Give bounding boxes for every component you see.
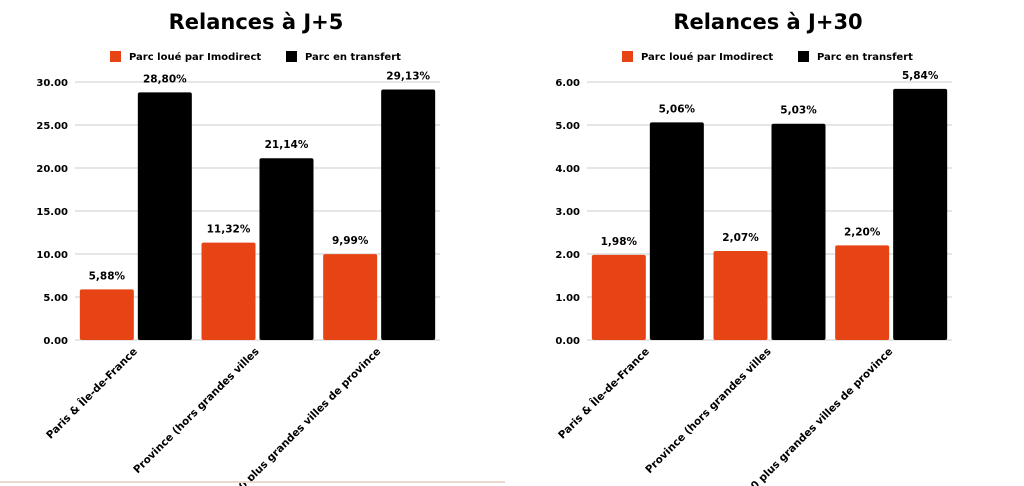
x-tick-label: Paris & Île-de-France bbox=[555, 345, 652, 442]
y-tick-label: 25.00 bbox=[36, 121, 68, 132]
y-tick-label: 10.00 bbox=[36, 250, 68, 261]
legend-swatch bbox=[286, 51, 297, 62]
chart-panel-j30: Relances à J+30 0.00 1.00 2.00 3.00 4.00 5.00… bbox=[512, 0, 1024, 486]
bar bbox=[381, 89, 436, 341]
bar-chart-j30: 0.00 1.00 2.00 3.00 4.00 5.00 6.00 Parc loué pa… bbox=[555, 51, 952, 486]
bottom-divider bbox=[0, 481, 505, 483]
chart-panel-j5: Relances à J+5 0.00 5.00 10.00 15.00 20.00 25… bbox=[36, 10, 440, 486]
x-tick-label: 10 plus grandes villes de province bbox=[743, 346, 895, 486]
bar-chart-j5: 0.00 5.00 10.00 15.00 20.00 25.00 30.00 Parc lo… bbox=[36, 51, 440, 486]
data-label: 5,06% bbox=[659, 103, 696, 115]
x-tick-label: Province (hors grandes villes bbox=[131, 346, 261, 476]
x-tick-label: Province (hors grandes villes bbox=[643, 346, 773, 476]
y-tick-label: 3.00 bbox=[555, 207, 580, 218]
data-label: 11,32% bbox=[207, 224, 251, 236]
y-tick-label: 1.00 bbox=[555, 293, 580, 304]
bar bbox=[835, 245, 890, 340]
legend-swatch bbox=[110, 51, 121, 62]
y-tick-label: 15.00 bbox=[36, 207, 68, 218]
data-label: 29,13% bbox=[386, 70, 430, 82]
bar bbox=[591, 254, 646, 340]
bar bbox=[79, 289, 134, 340]
data-label: 9,99% bbox=[332, 235, 369, 247]
data-label: 5,03% bbox=[780, 105, 817, 117]
chart-title: Relances à J+5 bbox=[168, 10, 344, 34]
y-tick-label: 6.00 bbox=[555, 78, 580, 89]
legend-swatch bbox=[798, 51, 809, 62]
bar bbox=[137, 92, 192, 340]
data-label: 5,88% bbox=[89, 270, 126, 282]
y-tick-label: 5.00 bbox=[555, 121, 580, 132]
data-label: 5,84% bbox=[902, 70, 939, 82]
y-tick-label: 5.00 bbox=[43, 293, 68, 304]
legend-label: Parc en transfert bbox=[305, 52, 401, 63]
data-label: 28,80% bbox=[143, 73, 187, 85]
y-tick-label: 0.00 bbox=[43, 336, 68, 347]
data-label: 2,07% bbox=[722, 232, 759, 244]
legend-label: Parc loué par Imodirect bbox=[641, 51, 773, 63]
bar bbox=[771, 123, 826, 341]
y-tick-label: 2.00 bbox=[555, 250, 580, 261]
y-tick-label: 30.00 bbox=[36, 78, 68, 89]
bar bbox=[323, 254, 378, 340]
y-tick-label: 20.00 bbox=[36, 164, 68, 175]
legend-label: Parc en transfert bbox=[817, 52, 913, 63]
y-tick-label: 4.00 bbox=[555, 164, 580, 175]
bar bbox=[713, 250, 768, 340]
bar bbox=[893, 88, 948, 340]
bar bbox=[201, 242, 256, 340]
x-tick-label: 10 plus grandes villes de province bbox=[231, 346, 383, 486]
chart-title: Relances à J+30 bbox=[673, 10, 863, 34]
legend-label: Parc loué par Imodirect bbox=[129, 51, 261, 63]
bar bbox=[649, 122, 704, 340]
data-label: 2,20% bbox=[844, 226, 881, 238]
data-label: 21,14% bbox=[265, 139, 309, 151]
x-tick-label: Paris & Île-de-France bbox=[43, 345, 140, 442]
bar bbox=[259, 158, 314, 340]
y-tick-label: 0.00 bbox=[555, 336, 580, 347]
legend-swatch bbox=[622, 51, 633, 62]
data-label: 1,98% bbox=[601, 236, 638, 248]
